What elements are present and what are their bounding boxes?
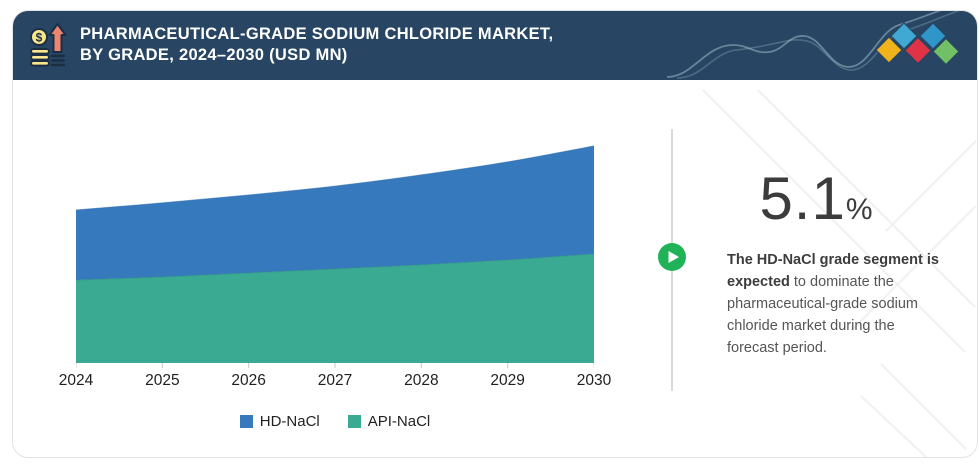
diamonds-logo — [871, 19, 963, 71]
legend-label: API-NaCl — [368, 413, 431, 430]
cagr-value: 5.1 — [759, 165, 845, 232]
insight-text: The HD-NaCl grade segment is expected to… — [727, 249, 949, 359]
page-title: PHARMACEUTICAL-GRADE SODIUM CHLORIDE MAR… — [80, 24, 553, 66]
money-growth-icon: $ — [28, 22, 68, 68]
play-circle-icon — [658, 243, 686, 271]
title-line-2: BY GRADE, 2024–2030 (USD MN) — [80, 45, 553, 66]
legend-swatch — [240, 415, 253, 428]
cagr-stat: 5.1% — [703, 169, 929, 229]
svg-text:$: $ — [36, 31, 43, 45]
legend-swatch — [348, 415, 361, 428]
legend-item-api-nacl: API-NaCl — [348, 413, 431, 430]
x-axis-label: 2025 — [145, 372, 179, 390]
legend-label: HD-NaCl — [260, 413, 320, 430]
x-axis-label: 2029 — [490, 372, 524, 390]
x-axis-label: 2027 — [318, 372, 352, 390]
stacked-area-chart — [76, 131, 594, 369]
percent-sign: % — [846, 193, 873, 226]
x-axis-label: 2024 — [59, 372, 93, 390]
legend-item-hd-nacl: HD-NaCl — [240, 413, 320, 430]
chart-legend: HD-NaCl API-NaCl — [76, 413, 594, 430]
report-card: $ PHARMACEUTICAL-GRADE SODIUM CHLORIDE M… — [12, 10, 978, 458]
title-line-1: PHARMACEUTICAL-GRADE SODIUM CHLORIDE MAR… — [80, 24, 553, 45]
x-axis-label: 2026 — [231, 372, 265, 390]
x-axis-label: 2030 — [577, 372, 611, 390]
header-bar: $ PHARMACEUTICAL-GRADE SODIUM CHLORIDE M… — [13, 11, 977, 80]
x-axis-label: 2028 — [404, 372, 438, 390]
x-axis-labels: 2024202520262027202820292030 — [76, 372, 594, 392]
